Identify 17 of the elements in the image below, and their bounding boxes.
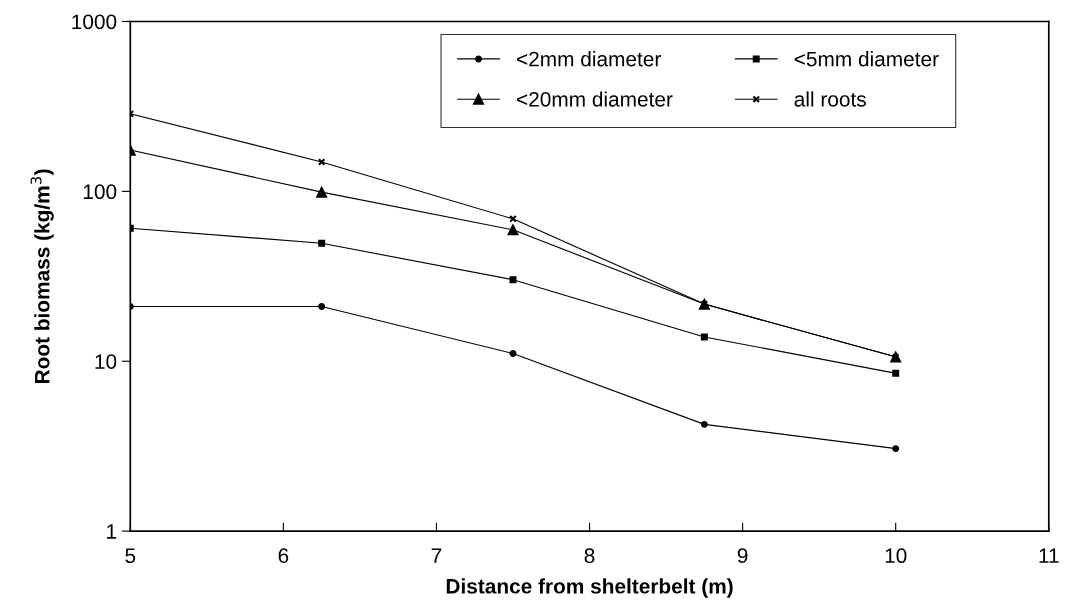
x-tick-label: 11 bbox=[1039, 548, 1059, 563]
x-tick-label: 10 bbox=[885, 548, 907, 564]
y-tick-label: 1 bbox=[107, 524, 117, 539]
legend-label: <5mm diameter bbox=[794, 51, 939, 67]
legend-label: <20mm diameter bbox=[517, 91, 673, 107]
x-tick-label: 5 bbox=[125, 548, 136, 564]
y-axis-title: Root biomass (kg/m$^{3}$) bbox=[30, 169, 54, 384]
x-axis-title: Distance from shelterbelt (m) bbox=[446, 578, 733, 598]
y-tick-label: 100 bbox=[83, 184, 117, 200]
x-tick-label: 7 bbox=[431, 548, 442, 563]
y-tick-label: 1000 bbox=[72, 14, 117, 30]
x-tick-label: 6 bbox=[278, 548, 289, 564]
y-tick-label: 10 bbox=[95, 354, 117, 369]
x-tick-label: 9 bbox=[737, 548, 748, 564]
legend-label: <2mm diameter bbox=[517, 51, 661, 67]
x-tick-label: 8 bbox=[584, 548, 595, 564]
legend-label: all roots bbox=[794, 91, 866, 107]
